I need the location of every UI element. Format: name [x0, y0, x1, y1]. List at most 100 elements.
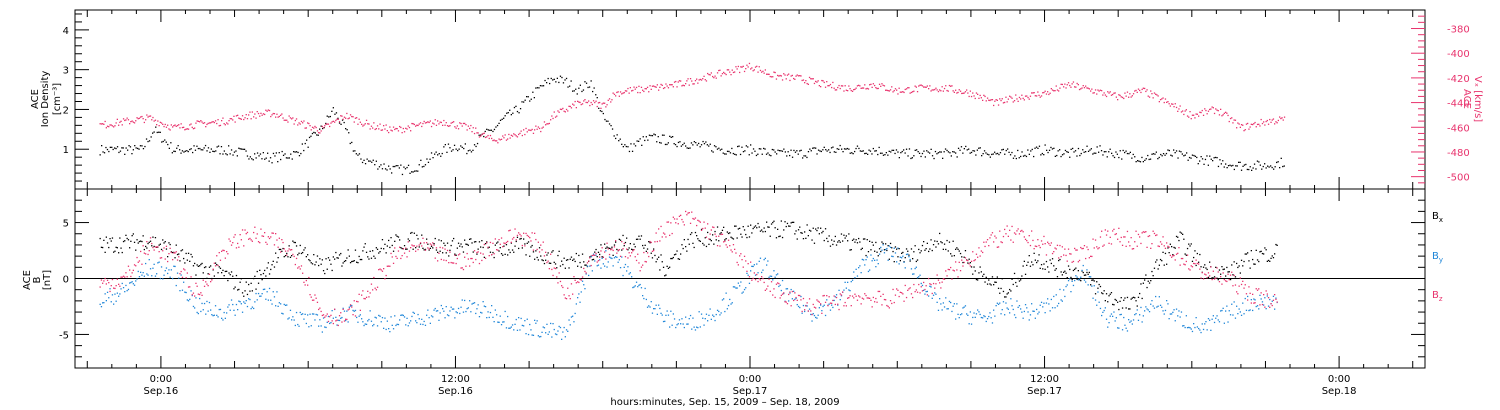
field-by-point [264, 288, 266, 290]
vx-point [1080, 88, 1082, 90]
vx-point [735, 66, 737, 68]
vx-point [250, 118, 252, 120]
vx-point [847, 90, 849, 92]
field-bx-point [659, 269, 661, 271]
field-by-point [867, 270, 870, 273]
ion-density-point [807, 151, 810, 153]
vx-point [460, 122, 462, 125]
field-bx-point [1058, 259, 1060, 262]
vx-point [185, 128, 187, 130]
field-by-point [508, 327, 510, 329]
field-bz-point [354, 315, 357, 317]
field-bz-point [1102, 245, 1104, 247]
ion-density-point [1216, 157, 1218, 159]
ion-density-point [1154, 153, 1156, 155]
field-bx-point [1001, 278, 1003, 280]
field-bx-point [729, 232, 731, 234]
vx-point [573, 104, 575, 106]
field-by-point [443, 310, 445, 312]
ion-density-point [576, 93, 578, 95]
ion-density-point [1025, 155, 1028, 158]
vx-point [239, 118, 241, 120]
field-bz-point [762, 277, 764, 280]
ion-density-point [383, 163, 385, 165]
field-bx-point [397, 236, 400, 238]
ion-density-point [455, 148, 457, 150]
field-bz-point [362, 290, 364, 292]
field-bz-point [373, 276, 375, 279]
vx-point [1018, 96, 1021, 99]
field-by-point [1271, 300, 1273, 302]
field-by-point [568, 319, 570, 321]
ion-density-point [858, 147, 860, 150]
ion-density-point [1147, 154, 1149, 157]
field-bz-point [1236, 291, 1238, 293]
field-bx-point [147, 242, 149, 245]
field-bz-point [892, 288, 894, 291]
ion-density-point [828, 149, 830, 151]
field-bz-point [979, 255, 981, 257]
field-bz-point [916, 291, 919, 293]
field-bz-point [850, 305, 852, 307]
vx-point [457, 128, 460, 130]
field-by-point [462, 311, 465, 313]
vx-point [1249, 126, 1251, 128]
field-bz-point [288, 248, 290, 250]
ion-density-point [288, 157, 290, 159]
field-by-point [1078, 278, 1081, 280]
vx-point [313, 127, 315, 129]
field-by-point [705, 313, 708, 315]
ion-density-point [868, 149, 870, 151]
vx-point [1152, 97, 1154, 99]
vx-point [376, 125, 379, 127]
field-bx-point [622, 234, 624, 237]
x-tick-time-label: 0:00 [1328, 374, 1350, 385]
vx-point [964, 91, 967, 93]
vx-point [210, 122, 212, 124]
vx-point [421, 125, 423, 128]
field-bx-point [850, 249, 852, 251]
ion-density-point [248, 158, 250, 160]
field-by-point [287, 318, 289, 320]
vx-point [551, 115, 553, 117]
field-bx-point [238, 288, 240, 291]
ion-density-point [884, 154, 886, 156]
vx-point [919, 84, 921, 86]
vx-point [1011, 97, 1013, 99]
vx-point [375, 128, 377, 130]
vx-point [206, 123, 208, 126]
ion-density-ylabel-line1: ACE [30, 89, 41, 109]
field-bz-point [645, 261, 647, 263]
field-bx-point [461, 246, 463, 248]
field-bx-point [324, 272, 326, 275]
vx-point [724, 72, 726, 75]
field-by-point [876, 259, 878, 261]
field-bx-point [727, 232, 730, 235]
vx-point [499, 139, 501, 141]
ion-density-point [1090, 148, 1092, 150]
vx-point [936, 89, 938, 91]
field-by-point [1227, 321, 1229, 323]
field-bx-point [924, 249, 926, 251]
vx-point [859, 85, 861, 87]
field-bx-point [1275, 243, 1277, 246]
field-bz-point [466, 252, 468, 255]
vx-point [796, 74, 798, 76]
field-by-point [574, 312, 576, 315]
vx-point [364, 123, 366, 125]
field-bz-point [661, 236, 663, 238]
field-bz-point [1206, 277, 1208, 279]
vx-point [1012, 101, 1014, 103]
field-bx-point [320, 263, 322, 265]
field-bx-point [604, 243, 606, 245]
vx-point [550, 119, 552, 121]
field-bz-point [1011, 225, 1013, 228]
vx-ylabel-line1: ACE [1461, 89, 1472, 109]
field-bz-point [951, 278, 953, 280]
field-bz-point [932, 282, 935, 285]
ion-density-point [503, 117, 505, 119]
field-bx-point [561, 260, 563, 262]
field-by-point [848, 289, 850, 291]
vx-point [248, 114, 250, 116]
ion-density-point [1274, 166, 1276, 168]
